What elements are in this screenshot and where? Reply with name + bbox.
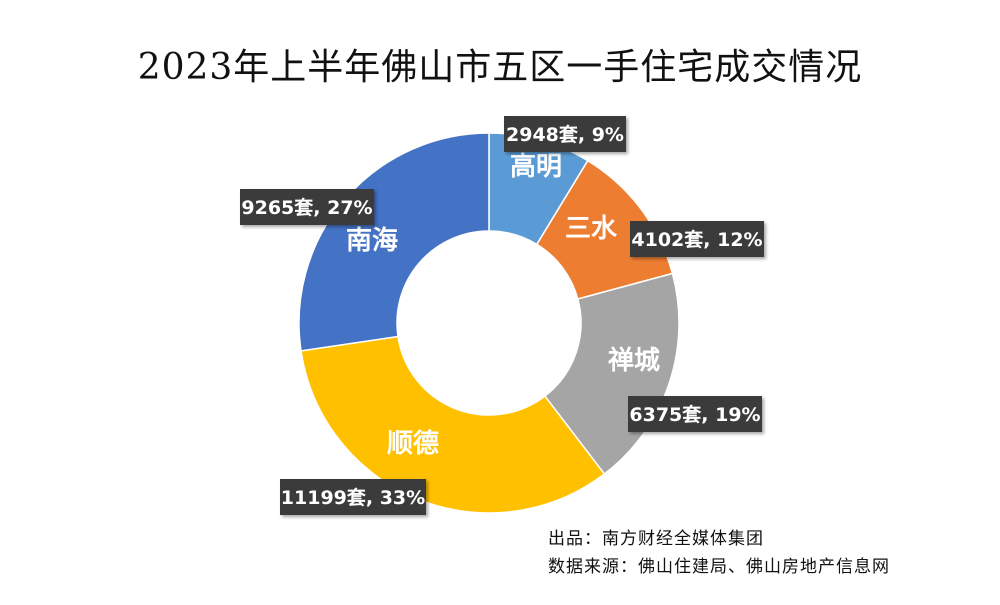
svg-text:4102套, 12%: 4102套, 12% — [631, 228, 762, 251]
slice-value-label-5: 9265套, 27% — [240, 189, 374, 225]
slice-name-label-2: 三水 — [565, 214, 618, 244]
svg-text:6375套, 19%: 6375套, 19% — [629, 403, 760, 426]
svg-text:11199套, 33%: 11199套, 33% — [281, 486, 425, 509]
slice-name-label-1: 高明 — [510, 151, 562, 182]
slice-name-label-5: 南海 — [346, 226, 398, 256]
donut-slice-4 — [300, 335, 606, 514]
svg-text:2948套, 9%: 2948套, 9% — [506, 123, 624, 146]
chart-title: 2023年上半年佛山市五区一手住宅成交情况 — [137, 47, 863, 88]
slice-value-label-2: 4102套, 12% — [630, 221, 764, 257]
producer-credit: 出品：南方财经全媒体集团 — [548, 529, 764, 549]
slice-name-label-4: 顺德 — [387, 429, 439, 459]
slice-value-label-4: 11199套, 33% — [280, 479, 426, 515]
donut-slice-5 — [298, 132, 490, 352]
svg-text:9265套, 27%: 9265套, 27% — [241, 196, 372, 219]
slice-name-label-3: 禅城 — [607, 346, 660, 376]
data-source: 数据来源：佛山住建局、佛山房地产信息网 — [548, 557, 890, 577]
slice-value-label-1: 2948套, 9% — [504, 116, 626, 152]
slice-value-label-3: 6375套, 19% — [628, 396, 762, 432]
